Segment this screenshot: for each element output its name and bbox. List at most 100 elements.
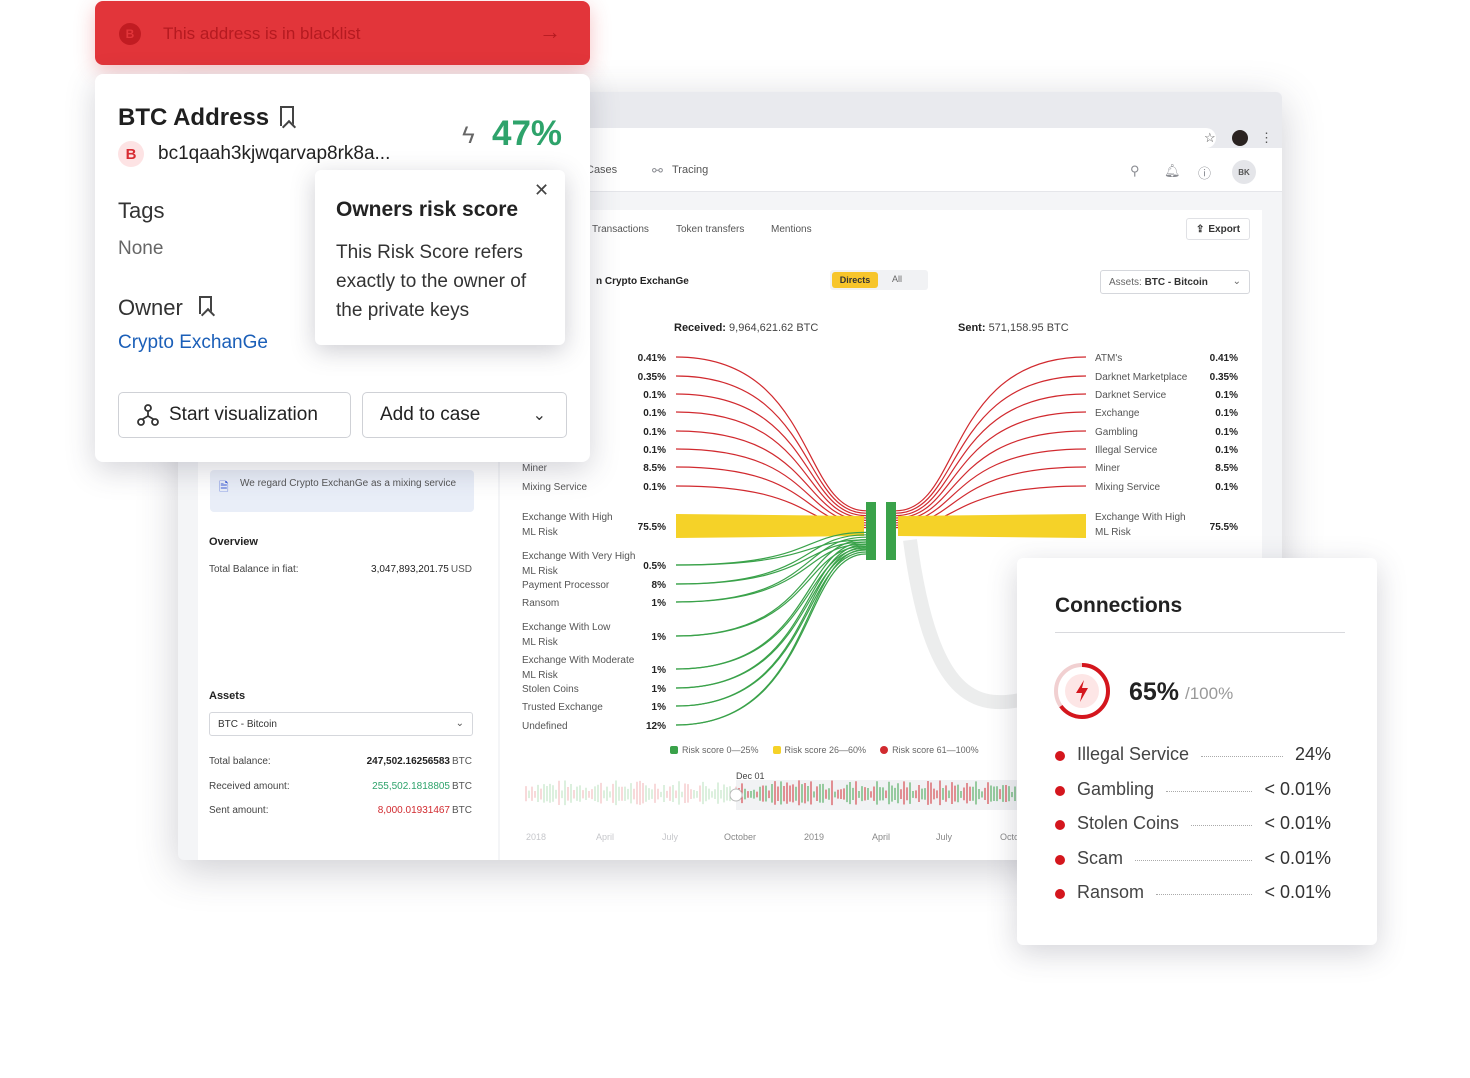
legend-high: Risk score 61—100% [880,745,979,755]
connection-name: Stolen Coins [1077,813,1180,834]
owners-risk-tooltip: Owners risk score ✕ This Risk Score refe… [315,170,565,345]
connection-row[interactable]: Scam < 0.01% [1055,848,1331,872]
btc-unit: BTC [452,756,472,767]
asset-select[interactable]: BTC - Bitcoin ⌄ [209,712,473,736]
timeline-axis-label: 2019 [804,832,824,842]
nav-cases[interactable]: Cases [586,164,618,176]
tab-transactions[interactable]: Transactions [592,224,649,235]
flow-line [675,375,867,514]
timeline-axis-label: April [872,832,890,842]
flow-node-label: Darknet Service [1095,390,1167,401]
assets-filter-prefix: Assets: [1109,277,1142,288]
flow-node-value: 0.1% [1215,482,1238,493]
received-amount-value: 255,502.1818805 BTC [372,781,472,792]
legend-low-label: Risk score 0—25% [682,745,759,755]
risk-score-value[interactable]: 47% [492,114,563,153]
timeline-axis-label: 2018 [526,832,546,842]
graph-icon [137,404,159,426]
flow-node-value: 0.41% [638,353,666,364]
toggle-directs[interactable]: Directs [832,272,878,288]
owner-label: Owner [118,295,183,320]
sent-amount-value: 8,000.01931467 BTC [378,805,472,816]
assets-filter-value: BTC - Bitcoin [1144,277,1208,288]
flow-line [675,539,867,566]
flow-line [675,430,867,521]
connection-value: < 0.01% [1264,847,1331,868]
flow-node-value: 12% [646,721,666,732]
btc-unit: BTC [452,805,472,816]
bookmark-icon[interactable] [280,106,294,126]
flow-node-value: 1% [652,702,667,713]
blacklist-banner[interactable]: B This address is in blacklist → [95,1,590,65]
connection-row[interactable]: Illegal Service 24% [1055,744,1331,768]
connections-title: Connections [1055,594,1183,617]
chevron-down-icon: ⌄ [532,407,546,424]
flow-node-label: ATM's [1095,353,1122,364]
flow-node-label: Mixing Service [1095,482,1160,493]
connection-row[interactable]: Ransom < 0.01% [1055,882,1331,906]
flow-line [895,375,1087,514]
star-icon[interactable]: ☆ [1204,130,1216,145]
sent-total: Sent: 571,158.95 BTC [958,322,1069,334]
flow-band [676,514,864,538]
owner-link[interactable]: Crypto ExchanGe [118,332,268,353]
add-to-case-label: Add to case [380,404,481,425]
flow-node-value: 75.5% [638,522,666,533]
connection-value: < 0.01% [1264,882,1331,903]
flow-node-label: Exchange [1095,408,1140,419]
flow-node-value: 1% [652,665,667,676]
mixing-note-text: We regard Crypto ExchanGe as a mixing se… [240,478,457,489]
flow-node-value: 0.1% [643,427,666,438]
more-vert-icon[interactable]: ⋮ [1260,130,1273,145]
address-badge: B [118,141,144,167]
toggle-all[interactable]: All [892,274,903,284]
timeline-handle[interactable] [729,788,743,802]
flow-node-value: 0.1% [643,482,666,493]
connection-value: 24% [1294,744,1331,764]
profile-icon[interactable] [1232,130,1248,146]
timeline-axis-label: October [724,832,756,842]
export-button[interactable]: ⇪ Export [1186,218,1250,240]
flow-line [675,411,867,519]
close-icon[interactable]: ✕ [534,180,550,200]
flow-node-label: Exchange With Very High ML Risk [522,551,635,577]
address-bar[interactable] [508,128,1216,148]
tab-token-transfers[interactable]: Token transfers [676,224,745,235]
flow-node-value: 0.1% [1215,408,1238,419]
connection-row[interactable]: Stolen Coins < 0.01% [1055,813,1331,837]
btc-unit: BTC [452,781,472,792]
flow-band [898,514,1086,538]
avatar[interactable]: BK [1232,160,1256,184]
upload-icon: ⇪ [1195,223,1205,235]
timeline-axis-label: Octo [1000,832,1019,842]
timeline-window[interactable] [736,780,1028,810]
tooltip-title: Owners risk score [336,198,519,221]
flow-node-value: 0.1% [643,408,666,419]
risk-dot-icon [1055,751,1065,761]
nav-tracing[interactable]: Tracing [672,164,709,176]
flow-node-label: Darknet Marketplace [1095,372,1188,383]
tab-mentions[interactable]: Mentions [771,224,812,235]
flow-node-value: 8.5% [643,463,666,474]
connection-value: < 0.01% [1264,778,1331,799]
flow-node-label: Undefined [522,721,568,732]
help-icon[interactable]: ⓘ [1198,166,1212,181]
received-total: Received: 9,964,621.62 BTC [674,322,818,334]
flow-node-value: 0.41% [1210,353,1238,364]
flow-line [895,356,1087,512]
bookmark-icon[interactable] [199,296,212,314]
address-hash[interactable]: bc1qaah3kjwqarvap8rk8a... [158,143,391,164]
flow-node-value: 1% [652,684,667,695]
blacklist-badge: B [119,23,141,45]
bell-icon[interactable]: 🔔︎ [1164,163,1181,178]
sent-unit: BTC [1046,322,1069,334]
flow-node-value: 0.1% [1215,445,1238,456]
start-visualization-button[interactable]: Start visualization [118,392,351,438]
received-value: 9,964,621.62 [729,322,794,334]
assets-filter[interactable]: Assets: BTC - Bitcoin ⌄ [1100,270,1250,294]
search-icon[interactable]: ⚲ [1130,163,1140,178]
connection-row[interactable]: Gambling < 0.01% [1055,779,1331,803]
tooltip-body: This Risk Score refers exactly to the ow… [336,242,527,321]
add-to-case-button[interactable]: Add to case ⌄ [362,392,567,438]
arrow-right-icon[interactable]: → [539,19,561,44]
